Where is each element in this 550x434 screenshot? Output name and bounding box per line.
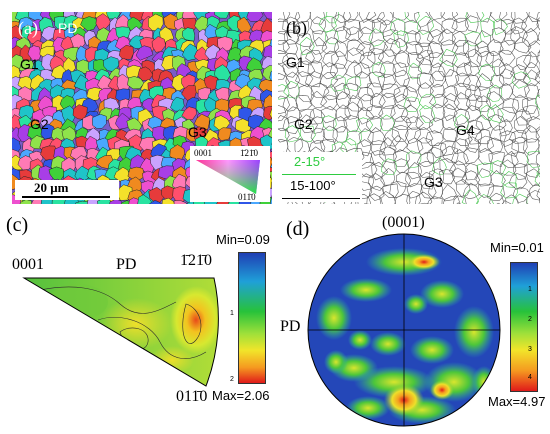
cbar-d-max: Max=4.97 bbox=[488, 394, 546, 409]
legend-low-angle-line bbox=[282, 174, 356, 175]
ipf-sector bbox=[22, 277, 219, 387]
grain-g3-label-b: G3 bbox=[424, 174, 443, 190]
panel-d-pole-figure: (d) (0001) PD Min=0.01 Max=4.97 1 bbox=[278, 212, 550, 434]
grain-g2-label-b: G2 bbox=[294, 116, 313, 132]
panel-c-1210: 1̄21̄0 bbox=[180, 252, 212, 269]
legend-high-angle-line bbox=[282, 198, 360, 199]
scale-bar-box bbox=[15, 180, 119, 200]
panel-d-label: (d) bbox=[286, 218, 310, 240]
legend-low-angle: 2-15° bbox=[294, 154, 326, 169]
grain-g2-label: G2 bbox=[30, 116, 49, 132]
grain-g1-label: G1 bbox=[20, 56, 39, 72]
ipf-key-triangle bbox=[196, 160, 260, 194]
cbar-c-max: Max=2.06 bbox=[212, 388, 270, 403]
ipf-key-1210: 1̄21̄0 bbox=[240, 148, 258, 158]
legend-box bbox=[278, 152, 362, 202]
ipf-key-0001: 0001 bbox=[194, 148, 212, 158]
panel-a-label: (a) bbox=[18, 18, 38, 38]
cbar-d-tick-4: 4 bbox=[528, 374, 532, 381]
panel-c-label: (c) bbox=[6, 214, 29, 236]
panel-c-ipf: (c) 0001 PD 1̄21̄0 011̄0 bbox=[0, 212, 275, 434]
cbar-d-tick-3: 3 bbox=[528, 346, 532, 353]
grain-g4-label-b: G4 bbox=[456, 122, 475, 138]
cbar-c-tick-1: 1 bbox=[230, 310, 234, 317]
cbar-c bbox=[238, 252, 266, 384]
scale-bar-label: 20 μm bbox=[34, 180, 69, 195]
cbar-c-tick-2: 2 bbox=[230, 376, 234, 383]
cbar-d bbox=[510, 262, 538, 392]
panel-b-boundary-map: (b) G1 G2 G4 G3 2-15° 15-100° bbox=[278, 12, 540, 204]
cbar-d-tick-1: 1 bbox=[528, 286, 532, 293]
cbar-c-min: Min=0.09 bbox=[216, 232, 270, 247]
cbar-d-tick-2: 2 bbox=[528, 316, 532, 323]
ipf-map bbox=[12, 12, 272, 204]
legend-high-angle: 15-100° bbox=[290, 178, 336, 193]
panel-d-pd: PD bbox=[280, 318, 301, 335]
panel-a-pd: PD bbox=[58, 20, 78, 36]
panel-c-pd: PD bbox=[116, 256, 137, 273]
boundary-map bbox=[278, 12, 540, 204]
cbar-d-min: Min=0.01 bbox=[490, 240, 544, 255]
grain-g1-label-b: G1 bbox=[286, 54, 305, 70]
scale-bar bbox=[22, 196, 110, 198]
panel-c-0110: 011̄0 bbox=[176, 388, 208, 405]
pole-figure-circle bbox=[307, 233, 501, 427]
ipf-key-0110: 011̄0 bbox=[238, 192, 256, 202]
panel-d-0001: (0001) bbox=[382, 214, 425, 231]
panel-c-0001: 0001 bbox=[12, 256, 44, 273]
panel-b-label: (b) bbox=[286, 18, 307, 38]
grain-g3-label: G3 bbox=[188, 124, 207, 140]
panel-a-ebsd-map: (a) PD G1 G2 G3 20 μm 0001 1̄21̄0 011̄0 bbox=[12, 12, 272, 204]
